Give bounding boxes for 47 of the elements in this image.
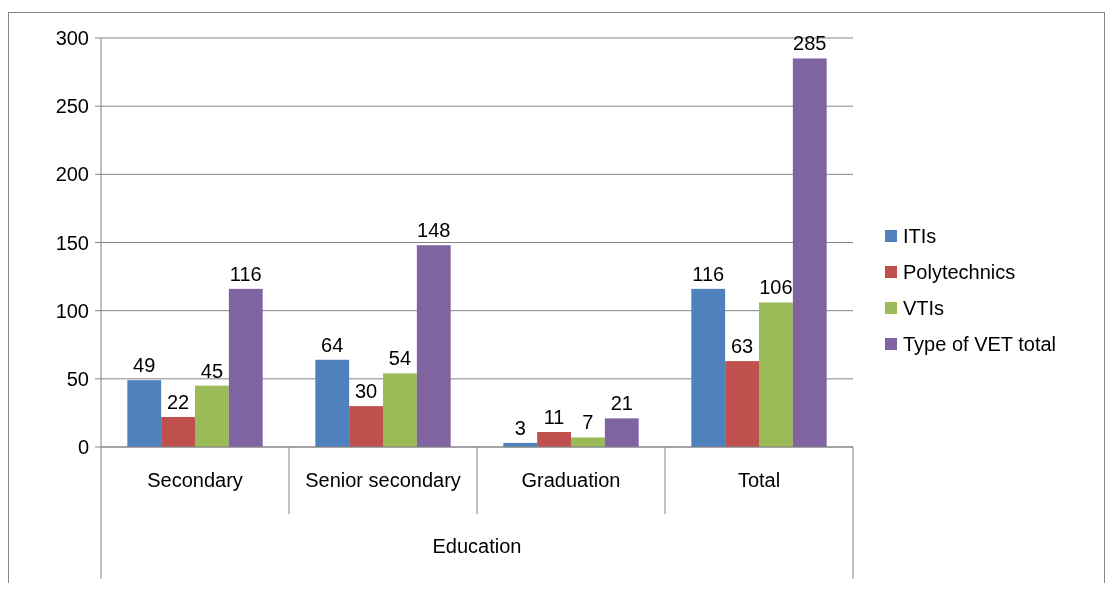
y-tick-label: 0 <box>77 436 89 458</box>
x-tick-label: Total <box>737 469 781 491</box>
legend-label: ITIs <box>903 225 937 247</box>
bar <box>349 406 383 447</box>
bar <box>691 288 726 447</box>
data-label: 64 <box>321 333 344 356</box>
bar <box>759 302 793 447</box>
data-label: 21 <box>610 392 633 415</box>
bar <box>195 385 229 447</box>
bar <box>792 58 827 447</box>
data-label: 49 <box>133 354 156 377</box>
bar <box>315 359 350 447</box>
bar <box>161 417 195 447</box>
data-label: 285 <box>793 32 827 55</box>
bar <box>127 380 162 447</box>
data-label: 54 <box>388 347 412 370</box>
bar <box>383 373 417 447</box>
bar <box>604 418 639 447</box>
data-label: 3 <box>514 416 526 439</box>
y-tick-label: 100 <box>55 299 89 322</box>
bar <box>416 245 451 447</box>
y-tick-label: 50 <box>66 367 89 390</box>
x-tick-label: Senior secondary <box>305 469 461 491</box>
bar <box>571 437 605 447</box>
bar <box>228 288 263 447</box>
data-label: 106 <box>759 276 793 299</box>
data-label: 116 <box>692 262 725 285</box>
x-tick-label: Graduation <box>521 469 621 491</box>
data-label: 30 <box>354 380 378 403</box>
bar <box>725 361 759 447</box>
data-label: 148 <box>417 219 451 242</box>
data-label: 45 <box>200 359 224 382</box>
legend-label: VTIs <box>903 297 945 319</box>
y-tick-label: 150 <box>55 231 89 254</box>
bar <box>537 432 571 447</box>
y-tick-label: 200 <box>55 163 89 186</box>
legend-label: Polytechnics <box>903 261 1016 283</box>
data-label: 11 <box>543 406 565 428</box>
data-label: 63 <box>730 335 754 358</box>
x-axis-title: Education <box>432 535 522 557</box>
data-label: 116 <box>229 262 262 285</box>
x-tick-label: Secondary <box>147 469 243 491</box>
y-tick-label: 250 <box>55 95 89 118</box>
data-label: 22 <box>166 391 190 414</box>
data-label: 7 <box>582 411 594 434</box>
y-tick-label: 300 <box>55 27 89 49</box>
legend-label: Type of VET total <box>903 333 1057 355</box>
